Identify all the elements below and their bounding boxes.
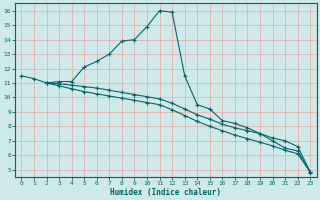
X-axis label: Humidex (Indice chaleur): Humidex (Indice chaleur) (110, 188, 221, 197)
